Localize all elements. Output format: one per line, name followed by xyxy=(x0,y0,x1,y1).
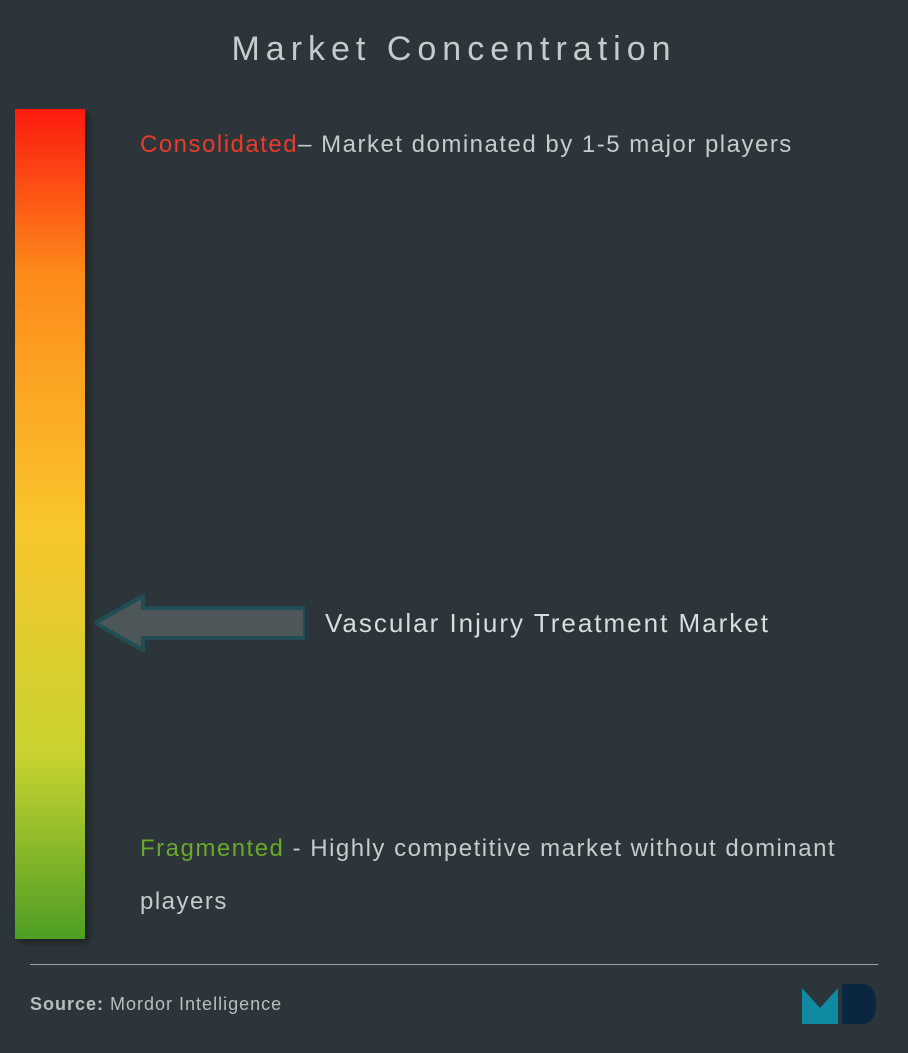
consolidated-description: – Market dominated by 1-5 major players xyxy=(298,131,793,158)
concentration-gradient-bar xyxy=(15,109,85,939)
market-label: Vascular Injury Treatment Market xyxy=(325,608,770,639)
market-arrow-row: Vascular Injury Treatment Market xyxy=(95,594,770,652)
footer-divider xyxy=(30,964,878,965)
mordor-logo-icon xyxy=(800,980,878,1028)
source-text: Mordor Intelligence xyxy=(104,994,282,1014)
source-label: Source: xyxy=(30,994,104,1014)
content-area: Consolidated– Market dominated by 1-5 ma… xyxy=(30,109,878,939)
arrow-icon xyxy=(95,594,305,652)
page-title: Market Concentration xyxy=(30,30,878,69)
source-line: Source: Mordor Intelligence xyxy=(30,994,282,1015)
fragmented-label: Fragmented xyxy=(140,835,284,862)
fragmented-block: Fragmented - Highly competitive market w… xyxy=(140,823,858,929)
consolidated-label: Consolidated xyxy=(140,131,298,158)
infographic-container: Market Concentration Consolidated– Marke… xyxy=(0,0,908,1053)
consolidated-block: Consolidated– Market dominated by 1-5 ma… xyxy=(140,119,858,172)
footer: Source: Mordor Intelligence xyxy=(30,980,878,1038)
